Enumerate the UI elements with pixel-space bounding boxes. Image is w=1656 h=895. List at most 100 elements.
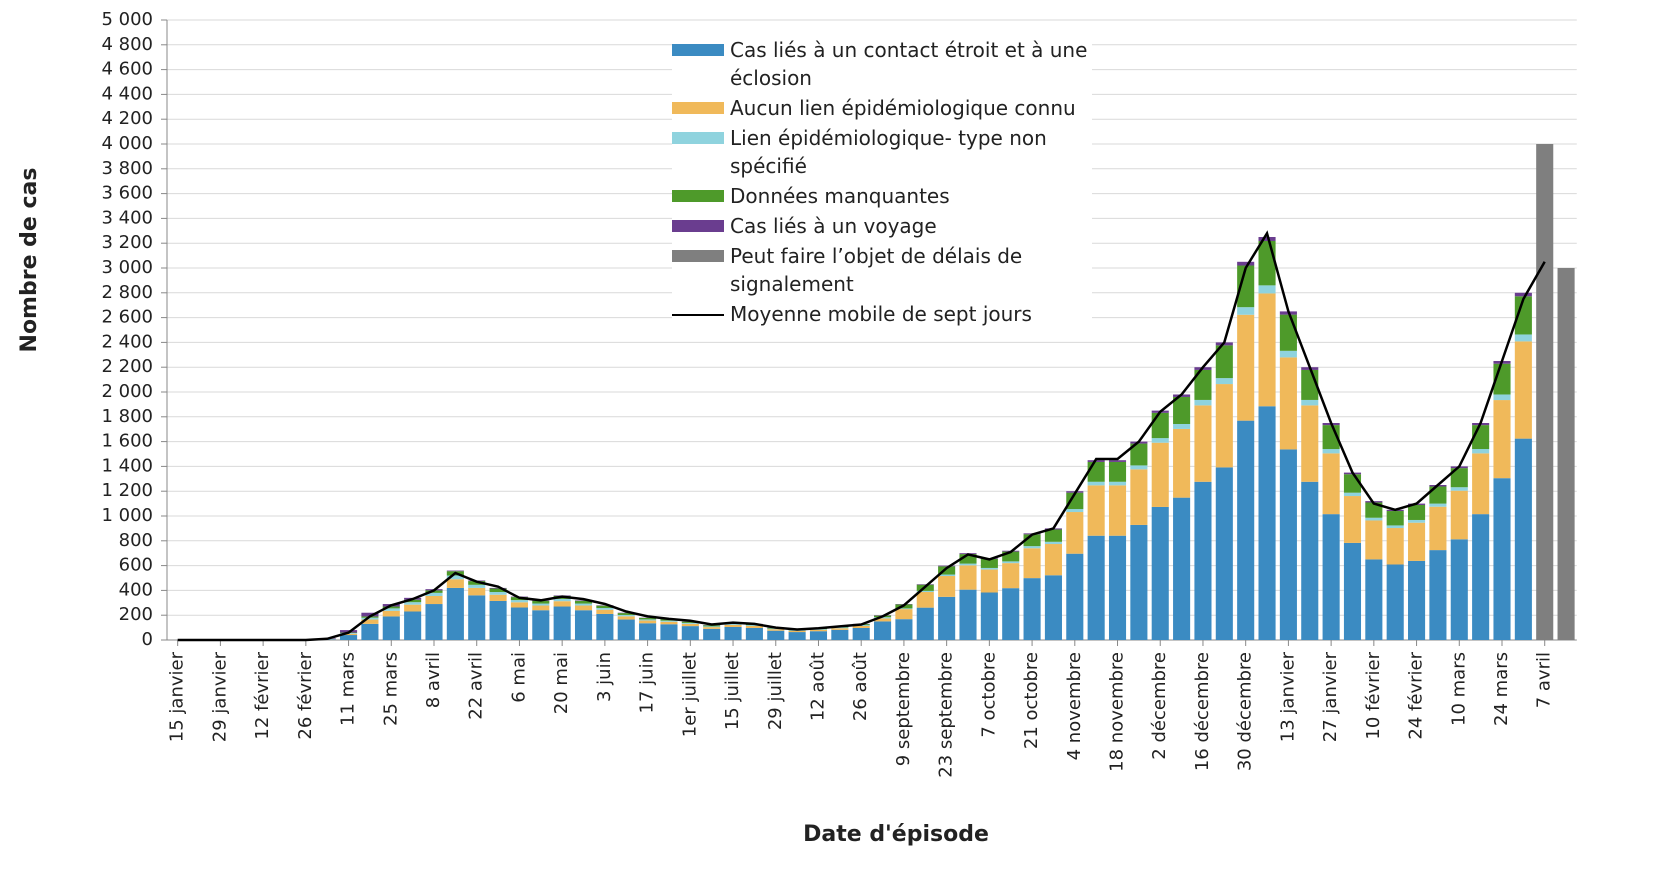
bar-segment — [446, 570, 464, 572]
bar-segment — [1237, 307, 1255, 315]
bar-segment — [1514, 438, 1532, 640]
bar-segment — [1215, 378, 1233, 385]
bar-segment — [1365, 517, 1383, 521]
legend-item: Moyenne mobile de sept jours — [672, 300, 1092, 328]
bar-segment — [980, 558, 998, 568]
x-tick-label: 2 décembre — [1149, 652, 1170, 760]
bar-segment — [1408, 522, 1426, 561]
x-tick-label: 8 avril — [423, 652, 444, 708]
bar-segment — [1493, 400, 1511, 479]
bar-segment — [1215, 467, 1233, 640]
bar-segment — [980, 569, 998, 593]
y-tick-label: 4 000 — [101, 133, 153, 154]
bar-segment — [596, 609, 614, 614]
bar-segment — [831, 628, 849, 630]
bar-segment — [1130, 524, 1148, 640]
legend-label: Données manquantes — [730, 184, 950, 208]
bar-segment — [1258, 293, 1276, 407]
bar-segment — [1450, 490, 1468, 540]
bar-segment — [617, 613, 635, 615]
y-tick-label: 2 600 — [101, 307, 153, 328]
x-tick-label: 1er juillet — [679, 652, 700, 737]
legend-label: Cas liés à un contact étroit et à une éc… — [730, 38, 1088, 90]
bar-segment — [1130, 465, 1148, 470]
bar-segment — [916, 607, 934, 640]
bar-segment — [724, 624, 742, 627]
legend-label: Lien épidémiologique- type non spécifié — [730, 126, 1047, 178]
y-tick-label: 2 400 — [101, 331, 153, 352]
bar-segment — [1066, 509, 1084, 513]
y-tick-label: 3 200 — [101, 232, 153, 253]
bar-segment — [639, 620, 657, 624]
bar-segment — [938, 574, 956, 577]
x-tick-label: 11 mars — [338, 652, 359, 726]
bar-segment — [938, 576, 956, 597]
bar-segment — [745, 625, 763, 626]
x-axis-title: Date d'épisode — [803, 822, 989, 847]
bar-segment — [1472, 514, 1490, 640]
y-tick-label: 1 000 — [101, 505, 153, 526]
bar-segment — [574, 605, 593, 611]
bar-segment — [1002, 563, 1020, 589]
bar-segment — [938, 596, 956, 640]
x-tick-label: 7 octobre — [978, 652, 999, 738]
x-tick-label: 18 novembre — [1107, 652, 1128, 772]
bar-segment — [745, 627, 763, 640]
bar-segment — [489, 600, 507, 640]
bar-segment — [1557, 268, 1575, 640]
bar-segment — [831, 629, 849, 640]
bar-segment — [404, 611, 422, 640]
bar-segment — [361, 619, 379, 624]
y-tick-label: 200 — [119, 604, 153, 625]
y-axis-title: Nombre de cas — [17, 168, 42, 353]
y-tick-label: 800 — [119, 530, 153, 551]
legend-item: Cas liés à un contact étroit et à une éc… — [672, 36, 1092, 92]
x-tick-label: 9 septembre — [893, 652, 914, 766]
bar-segment — [681, 626, 699, 640]
bar-segment — [510, 607, 528, 640]
bar-segment — [660, 624, 678, 640]
bar-segment — [510, 602, 528, 608]
bar-segment — [895, 619, 913, 640]
bar-segment — [1343, 496, 1362, 543]
bar-segment — [340, 635, 358, 640]
bar-segment — [1429, 550, 1447, 640]
bar-segment — [681, 623, 699, 627]
x-tick-label: 3 juin — [594, 652, 615, 702]
bar-segment — [1279, 314, 1297, 351]
bar-segment — [1301, 399, 1319, 406]
legend-swatch — [672, 190, 724, 202]
x-tick-label: 23 septembre — [936, 652, 957, 778]
bar-segment — [1386, 528, 1404, 565]
x-tick-label: 24 mars — [1491, 652, 1512, 726]
bar-segment — [468, 595, 486, 640]
y-tick-label: 3 000 — [101, 257, 153, 278]
bar-segment — [574, 603, 593, 606]
bar-segment — [404, 604, 422, 612]
x-tick-label: 12 août — [807, 652, 828, 721]
bar-segment — [1279, 449, 1297, 640]
bar-segment — [1087, 481, 1105, 486]
bar-segment — [553, 598, 571, 602]
bar-segment — [1429, 486, 1447, 504]
bar-segment — [788, 632, 806, 640]
x-tick-label: 10 février — [1363, 651, 1384, 739]
bar-segment — [724, 624, 742, 625]
bar-segment — [1450, 468, 1468, 488]
x-tick-label: 25 mars — [380, 652, 401, 726]
bar-segment — [1258, 237, 1276, 241]
bar-segment — [1408, 560, 1426, 640]
x-tick-label: 29 janvier — [209, 651, 230, 742]
bar-segment — [1194, 399, 1212, 406]
bar-segment — [1322, 453, 1340, 515]
bar-segment — [1194, 369, 1212, 400]
bar-segment — [489, 587, 507, 589]
bar-segment — [959, 565, 977, 590]
x-tick-label: 29 juillet — [765, 652, 786, 730]
y-tick-label: 2 000 — [101, 381, 153, 402]
bar-segment — [1151, 412, 1169, 439]
bar-segment — [809, 631, 828, 640]
bar-segment — [340, 633, 358, 636]
bar-segment — [639, 623, 657, 640]
legend-swatch — [672, 102, 724, 114]
